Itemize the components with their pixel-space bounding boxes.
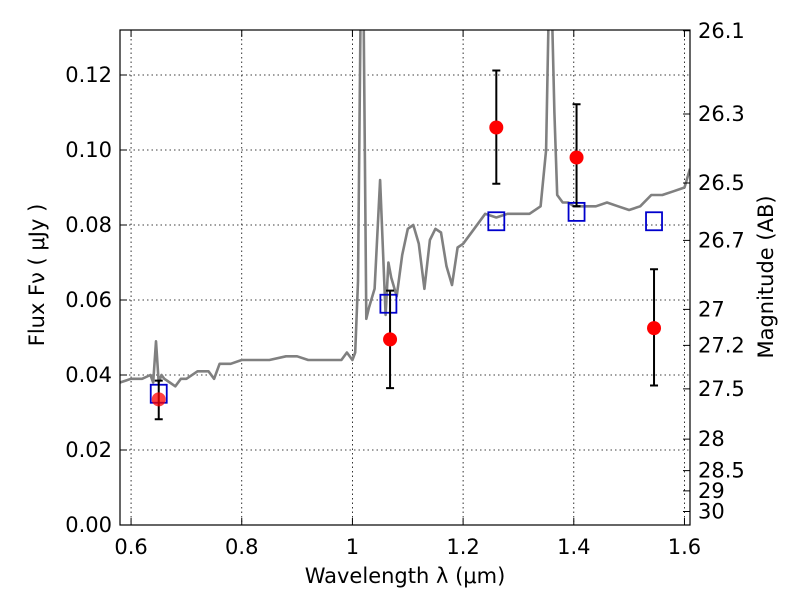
series-layer — [120, 30, 690, 421]
y-axis-title: Flux Fν ( μJy ) — [25, 204, 49, 347]
plot-background — [120, 30, 690, 525]
model-photometry-point — [487, 211, 506, 232]
y-tick-label: 0.06 — [65, 288, 112, 312]
y-tick-label: 0.10 — [65, 138, 112, 162]
observed-flux-point — [151, 392, 166, 407]
y-tick-label: 0.12 — [65, 63, 112, 87]
model-photometry-point — [379, 293, 398, 314]
model-spectrum-line — [120, 30, 690, 388]
y2-tick-label: 26.1 — [698, 19, 745, 43]
y-tick-label: 0.08 — [65, 213, 112, 237]
model-photometry-point — [645, 211, 663, 232]
y2-tick-label: 26.7 — [698, 228, 745, 252]
y2-tick-label: 28 — [698, 427, 725, 451]
y2-tick-label: 27.5 — [698, 377, 745, 401]
x-tick-label: 0.6 — [114, 535, 147, 559]
y2-tick-label: 26.5 — [698, 171, 745, 195]
x-axis-title: Wavelength λ (μm) — [305, 564, 506, 588]
x-tick-label: 0.8 — [225, 535, 258, 559]
observed-flux-point — [383, 332, 398, 347]
plot-frame — [119, 29, 691, 526]
observed-flux-point — [569, 150, 584, 165]
x-tick-label: 1.2 — [446, 535, 479, 559]
x-tick-label: 1.4 — [557, 535, 590, 559]
y2-tick-label: 29 — [698, 479, 725, 503]
observed-flux-point — [489, 120, 504, 135]
y2-tick-label: 26.3 — [698, 102, 745, 126]
x-tick-label: 1 — [346, 535, 359, 559]
x-tick-label: 1.6 — [668, 535, 701, 559]
observed-flux-point — [647, 321, 662, 336]
y-tick-label: 0.02 — [65, 438, 112, 462]
y2-tick-label: 30 — [698, 500, 725, 524]
y2-tick-label: 27.2 — [698, 333, 745, 357]
y2-axis-title: Magnitude (AB) — [754, 195, 778, 358]
tick-layer: 0.6 0.8 1 1.2 1.4 1.6 0.00 0.02 0.04 0.06 0.08 0.10… — [65, 19, 745, 559]
y-tick-label: 0.04 — [65, 363, 112, 387]
y2-tick-label: 28.5 — [698, 459, 745, 483]
y-tick-label: 0.00 — [65, 513, 112, 537]
y2-tick-label: 27 — [698, 297, 725, 321]
